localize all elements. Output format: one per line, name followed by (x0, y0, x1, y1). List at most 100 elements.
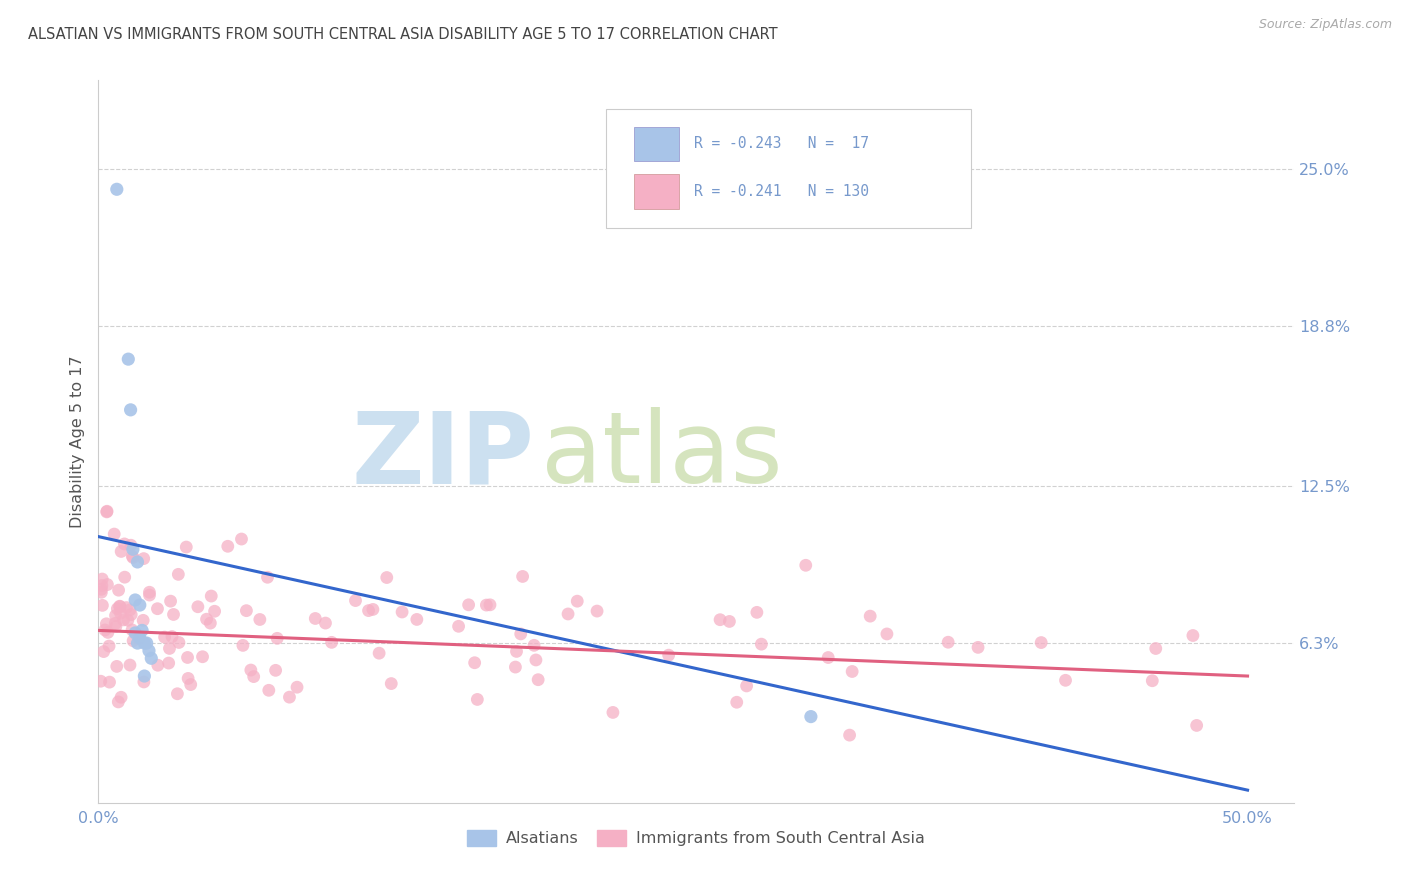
Point (110, 606, 132, 620)
Point (1144, 641, 1167, 656)
Point (405, 612, 427, 626)
Point (368, 646, 391, 660)
Point (90, 582, 112, 597)
Point (735, 679, 758, 693)
Point (128, 631, 150, 645)
Point (391, 605, 413, 619)
Point (314, 616, 336, 631)
Point (104, 619, 127, 633)
Point (105, 659, 128, 673)
Point (93, 644, 115, 658)
Point (120, 402, 142, 417)
Point (505, 660, 527, 674)
Point (200, 616, 222, 631)
Text: ALSATIAN VS IMMIGRANTS FROM SOUTH CENTRAL ASIA DISABILITY AGE 5 TO 17 CORRELATIO: ALSATIAN VS IMMIGRANTS FROM SOUTH CENTRA… (28, 27, 778, 42)
Point (157, 656, 180, 670)
Point (380, 676, 402, 690)
Point (249, 612, 271, 626)
Point (159, 594, 181, 608)
Point (217, 539, 239, 553)
Point (524, 653, 547, 667)
Point (103, 527, 125, 541)
Point (104, 616, 127, 631)
Point (264, 664, 287, 678)
Point (200, 589, 222, 603)
Point (475, 598, 498, 612)
Point (876, 627, 898, 641)
Point (718, 615, 741, 629)
Point (278, 690, 301, 705)
Point (90, 585, 112, 599)
Point (115, 600, 138, 615)
Point (108, 599, 131, 614)
Point (658, 648, 681, 662)
Point (124, 626, 146, 640)
Point (586, 604, 609, 618)
Point (505, 644, 527, 658)
Point (457, 598, 479, 612)
Point (257, 683, 280, 698)
Point (118, 658, 141, 673)
Text: ZIP: ZIP (352, 408, 534, 505)
Text: Source: ZipAtlas.com: Source: ZipAtlas.com (1258, 18, 1392, 31)
Point (134, 636, 156, 650)
Bar (634, 174, 679, 209)
Point (121, 623, 143, 637)
Point (567, 594, 589, 608)
Point (132, 675, 155, 690)
Point (447, 619, 470, 633)
Point (138, 585, 160, 599)
Point (464, 656, 486, 670)
Point (266, 632, 288, 646)
Point (96, 505, 118, 519)
Point (1185, 718, 1208, 732)
Point (751, 637, 773, 651)
Point (124, 593, 146, 607)
Point (195, 612, 218, 626)
Point (135, 636, 157, 650)
Point (131, 624, 153, 638)
Point (817, 650, 839, 665)
Point (936, 635, 959, 649)
Point (146, 658, 169, 673)
Bar (634, 127, 679, 161)
Point (138, 643, 160, 657)
Point (122, 633, 145, 648)
Point (96, 504, 118, 518)
Point (98, 675, 121, 690)
Point (800, 709, 823, 723)
Point (191, 649, 214, 664)
Point (838, 728, 860, 742)
Point (557, 607, 579, 621)
Point (235, 604, 257, 618)
Point (285, 680, 308, 694)
Point (232, 639, 254, 653)
Point (187, 599, 209, 614)
Point (120, 607, 142, 622)
Point (107, 583, 129, 598)
Y-axis label: Disability Age 5 to 17: Disability Age 5 to 17 (70, 355, 86, 528)
Point (794, 558, 817, 573)
Point (602, 706, 624, 720)
Point (107, 695, 129, 709)
Point (256, 570, 278, 584)
Point (96, 616, 118, 631)
Text: atlas: atlas (541, 408, 782, 505)
Point (90, 674, 112, 689)
Point (375, 570, 398, 584)
Text: R = -0.241   N = 130: R = -0.241 N = 130 (693, 184, 869, 199)
Point (128, 598, 150, 612)
Point (120, 538, 142, 552)
Point (114, 570, 136, 584)
Point (478, 598, 501, 612)
Point (105, 601, 128, 615)
Point (128, 632, 150, 646)
Point (527, 673, 550, 687)
Point (204, 604, 226, 618)
Point (138, 588, 160, 602)
Point (94, 623, 117, 637)
Point (176, 650, 198, 665)
Point (105, 182, 128, 196)
Point (745, 606, 768, 620)
Point (117, 352, 139, 367)
